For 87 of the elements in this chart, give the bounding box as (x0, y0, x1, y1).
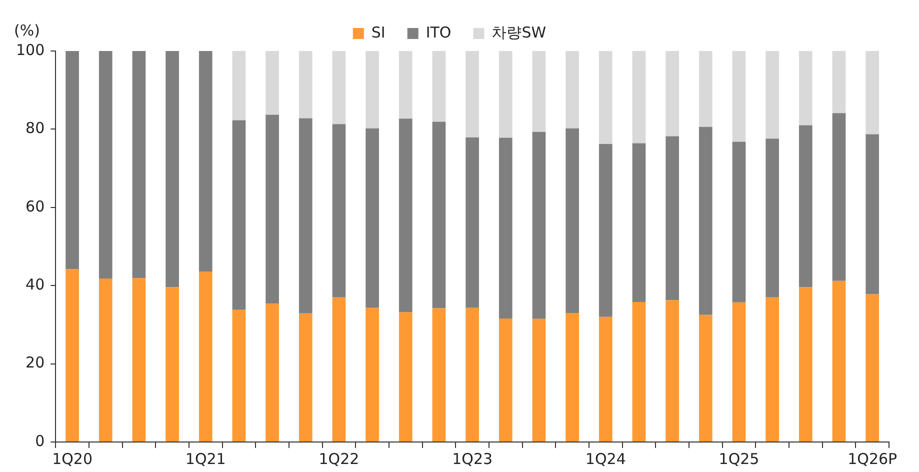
bar (698, 126, 712, 315)
y-tick-label: 20 (26, 354, 45, 372)
bar (332, 51, 346, 124)
bar (266, 114, 279, 304)
bar (566, 51, 579, 128)
bar (532, 318, 546, 442)
bar (798, 125, 812, 288)
y-tick-label: 60 (26, 197, 45, 216)
x-tick-label: 1Q22 (318, 450, 360, 468)
bar (832, 280, 846, 442)
bar (366, 51, 379, 128)
bar (266, 51, 279, 115)
bar (232, 310, 246, 442)
bar (598, 144, 612, 317)
bar (766, 138, 779, 298)
bar (198, 51, 212, 272)
bar (66, 269, 79, 442)
bar (498, 138, 512, 318)
bar (598, 51, 612, 144)
bar (566, 312, 579, 442)
bar (432, 122, 446, 308)
bar (566, 128, 579, 313)
bar (732, 51, 746, 142)
bar (798, 51, 812, 126)
bar (532, 51, 546, 132)
bar (832, 51, 846, 114)
bar (198, 272, 212, 442)
legend-label: 차량SW (492, 23, 546, 42)
bar (498, 51, 512, 138)
bar (466, 51, 479, 138)
bar (466, 137, 479, 308)
bar (98, 278, 112, 442)
bar (366, 128, 379, 308)
x-tick-label: 1Q24 (585, 450, 626, 468)
bar (132, 51, 146, 278)
bar (632, 143, 646, 302)
x-tick-label: 1Q20 (52, 450, 93, 468)
bar (298, 51, 312, 118)
bar (666, 136, 679, 300)
bar (398, 118, 412, 312)
bar (398, 312, 412, 442)
bar (298, 118, 312, 314)
x-tick-label: 1Q26P (848, 450, 898, 468)
bar (232, 51, 246, 120)
bar (432, 51, 446, 122)
bar (398, 51, 412, 119)
bar (866, 294, 879, 442)
x-tick-label: 1Q21 (185, 450, 226, 468)
bar (532, 132, 546, 319)
bar (666, 300, 679, 442)
bar (98, 51, 112, 279)
y-tick-label: 80 (26, 119, 45, 138)
bar (298, 313, 312, 442)
bar (632, 302, 646, 442)
bar (332, 124, 346, 298)
bar (766, 297, 779, 442)
bar (766, 51, 779, 139)
legend-label: ITO (426, 23, 452, 42)
bar (698, 314, 712, 442)
bar (632, 51, 646, 144)
y-tick-label: 40 (26, 275, 45, 294)
bar (466, 308, 479, 442)
bar (832, 113, 846, 281)
y-axis-title: (%) (14, 21, 40, 40)
bar (332, 297, 346, 442)
bar (366, 308, 379, 442)
y-tick-label: 100 (16, 40, 45, 59)
bar (166, 287, 179, 442)
bar (866, 134, 879, 294)
bar (166, 51, 179, 288)
bar (498, 318, 512, 442)
x-tick-label: 1Q23 (452, 450, 493, 468)
bar (432, 308, 446, 442)
bar (232, 120, 246, 310)
bar (266, 304, 279, 442)
bar (66, 51, 79, 270)
bar (732, 142, 746, 302)
bar (598, 316, 612, 442)
x-tick-label: 1Q25 (718, 450, 760, 468)
bar (798, 287, 812, 442)
bar (132, 278, 146, 442)
y-tick-label: 0 (35, 432, 45, 450)
bar (866, 51, 879, 134)
bar (666, 51, 679, 136)
legend-label: SI (371, 23, 386, 42)
bar (698, 51, 712, 127)
bar (732, 302, 746, 442)
